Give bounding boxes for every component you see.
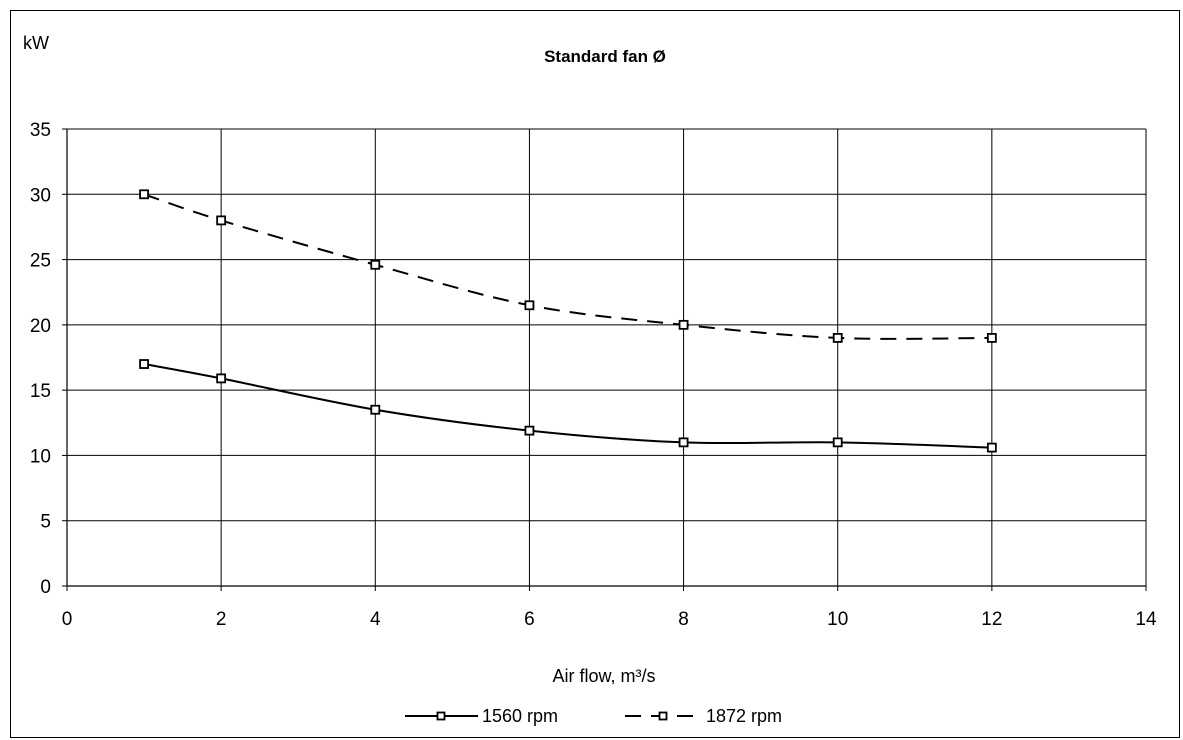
data-point-1872-rpm	[986, 333, 997, 343]
y-tick-label: 15	[30, 381, 51, 402]
x-tick-label: 0	[62, 609, 73, 630]
y-tick-label: 35	[30, 120, 51, 141]
plot-border	[66, 129, 1146, 587]
chart-frame	[10, 10, 1180, 738]
y-tick-label: 30	[30, 185, 51, 206]
data-point-1872-rpm	[216, 215, 227, 226]
series-line-1560-rpm	[143, 363, 992, 449]
x-tick-label: 2	[216, 609, 227, 630]
x-tick-label: 10	[827, 609, 848, 630]
legend-item-1872: 1872 rpm	[625, 706, 782, 726]
data-point-1560-rpm	[524, 425, 535, 436]
data-point-1560-rpm	[832, 437, 843, 448]
x-tick-label: 12	[981, 609, 1002, 630]
x-tick-label: 6	[524, 609, 535, 630]
chart-title: Standard fan Ø	[544, 47, 666, 66]
y-tick-label: 5	[40, 512, 51, 533]
legend-marker-1560	[436, 711, 446, 721]
data-point-1560-rpm	[370, 404, 381, 415]
legend-item-1560: 1560 rpm	[405, 706, 558, 726]
gridlines	[62, 128, 1147, 591]
data-point-1872-rpm	[832, 333, 843, 343]
series-group	[139, 189, 997, 453]
y-tick-label: 20	[30, 316, 51, 337]
legend-label-1560: 1560 rpm	[482, 706, 558, 726]
y-axis-label: kW	[23, 33, 49, 53]
data-point-1872-rpm	[678, 319, 689, 330]
legend: 1560 rpm 1872 rpm	[405, 706, 782, 726]
data-point-1560-rpm	[216, 373, 227, 384]
x-tick-label: 8	[678, 609, 689, 630]
data-point-1560-rpm	[678, 437, 689, 448]
x-tick-label: 4	[370, 609, 381, 630]
data-point-1872-rpm	[139, 189, 149, 200]
y-tick-label: 25	[30, 251, 51, 272]
tick-labels: 0 5 10 15 20 25 30 35 0 2 4 6 8 10 12 14	[30, 120, 1157, 630]
y-tick-label: 10	[30, 446, 51, 467]
x-axis-label: Air flow, m³/s	[552, 666, 655, 686]
series-line-1872-rpm	[143, 193, 992, 340]
legend-marker-1872	[658, 711, 668, 721]
data-point-1560-rpm	[139, 359, 149, 369]
legend-label-1872: 1872 rpm	[706, 706, 782, 726]
data-point-1872-rpm	[370, 259, 381, 270]
data-point-1560-rpm	[986, 442, 997, 453]
data-point-1872-rpm	[524, 300, 535, 311]
y-tick-label: 0	[40, 577, 51, 598]
x-tick-label: 14	[1135, 609, 1157, 630]
